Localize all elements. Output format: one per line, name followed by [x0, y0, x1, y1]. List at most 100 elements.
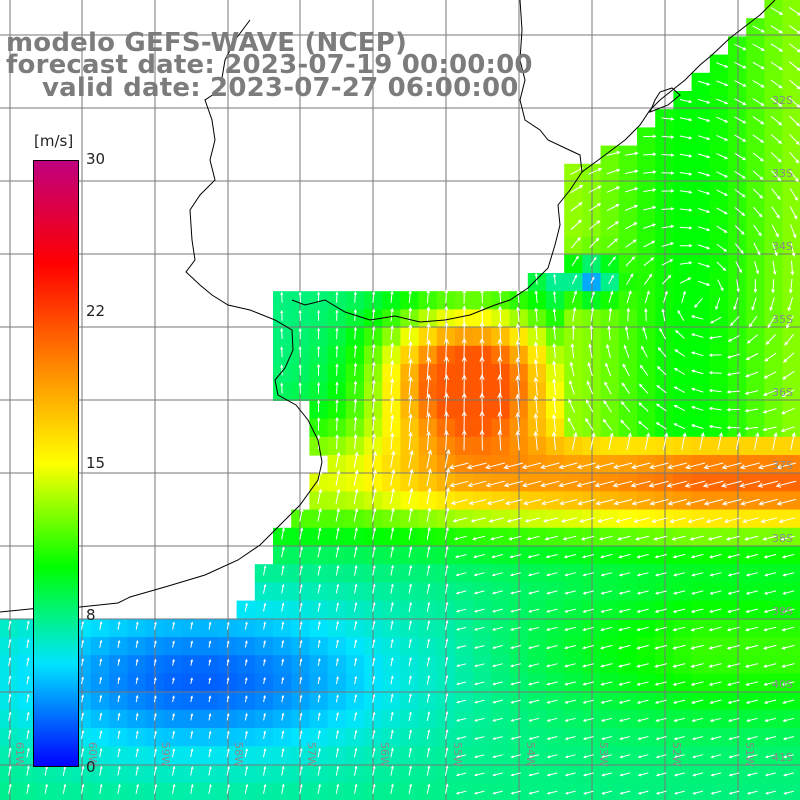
- wind-arrow: [135, 694, 139, 703]
- wind-arrow: [244, 765, 249, 776]
- wind-arrow: [408, 507, 413, 522]
- wind-arrow: [8, 675, 12, 685]
- wind-arrow: [594, 462, 614, 469]
- riverplate-coast: [291, 0, 583, 323]
- wind-arrow: [583, 790, 594, 795]
- wind-arrow: [8, 620, 12, 630]
- wind-arrow: [618, 663, 631, 668]
- wind-arrow: [280, 364, 284, 376]
- wind-arrow: [99, 639, 103, 648]
- wind-arrow: [697, 244, 711, 250]
- wind-arrow: [745, 553, 759, 559]
- wind-arrow: [426, 393, 432, 415]
- wind-arrow: [510, 608, 522, 613]
- wind-arrow: [317, 345, 321, 358]
- wind-arrow: [746, 790, 758, 795]
- wind-arrow: [473, 608, 485, 613]
- wind-arrow: [728, 772, 740, 777]
- wind-arrow: [691, 699, 704, 704]
- wind-arrow: [390, 377, 395, 396]
- wind-arrow: [624, 169, 639, 174]
- longitude-label: 58W: [232, 742, 245, 767]
- wind-arrow: [546, 590, 558, 595]
- wind-arrow: [643, 257, 655, 267]
- wind-arrow: [697, 98, 711, 104]
- wind-arrow: [770, 79, 783, 89]
- ocean-coast: [581, 0, 776, 173]
- wind-arrow: [461, 392, 467, 415]
- wind-arrow: [335, 602, 339, 612]
- wind-arrow: [669, 517, 687, 524]
- wind-arrow: [600, 626, 613, 632]
- wind-arrow: [26, 675, 30, 685]
- wind-arrow: [654, 626, 668, 632]
- wind-arrow: [581, 554, 595, 559]
- wind-arrow: [564, 772, 576, 777]
- wind-arrow: [317, 546, 322, 558]
- wind-arrow: [552, 396, 557, 414]
- wind-arrow: [624, 325, 629, 340]
- wind-arrow: [528, 754, 540, 759]
- wind-arrow: [317, 783, 321, 794]
- longitude-label: 55W: [451, 742, 464, 767]
- wind-arrow: [244, 712, 248, 721]
- wind-arrow: [600, 644, 613, 650]
- wind-arrow: [752, 98, 765, 107]
- wind-arrow: [734, 116, 747, 124]
- wind-arrow: [353, 527, 358, 540]
- wind-arrow: [335, 765, 340, 776]
- wind-arrow: [691, 387, 704, 393]
- longitude-label: 56W: [378, 742, 391, 767]
- wind-arrow: [679, 277, 692, 284]
- wind-arrow: [691, 351, 704, 357]
- wind-arrow: [153, 658, 157, 666]
- wind-arrow: [528, 699, 540, 704]
- wind-arrow: [753, 224, 762, 237]
- wind-arrow: [558, 480, 578, 488]
- wind-arrow: [762, 389, 777, 396]
- wind-arrow: [449, 480, 469, 488]
- wind-arrow: [135, 676, 139, 684]
- wind-arrow: [588, 343, 593, 359]
- wind-arrow: [426, 583, 431, 594]
- wind-arrow: [605, 362, 612, 377]
- wind-arrow: [663, 290, 668, 304]
- wind-arrow: [636, 553, 649, 559]
- wind-arrow: [390, 747, 394, 758]
- wind-arrow: [81, 676, 84, 685]
- wind-arrow: [654, 699, 667, 704]
- wind-arrow: [703, 462, 724, 470]
- wind-arrow: [552, 413, 557, 432]
- wind-arrow: [770, 43, 784, 52]
- wind-arrow: [335, 434, 339, 450]
- wind-arrow: [600, 590, 613, 595]
- wind-arrow: [317, 747, 321, 758]
- wind-arrow: [709, 590, 722, 595]
- wind-arrow: [335, 620, 339, 630]
- wind-arrow: [783, 772, 795, 777]
- wind-arrow: [691, 717, 704, 722]
- wind-arrow: [625, 222, 638, 230]
- wind-arrow: [752, 116, 765, 125]
- wind-arrow: [226, 640, 230, 648]
- wind-arrow: [618, 626, 631, 632]
- wind-arrow: [190, 713, 194, 721]
- wind-arrow: [528, 790, 540, 795]
- colorbar-tick-8: 8: [86, 606, 96, 624]
- wind-arrow: [299, 639, 303, 648]
- wind-arrow: [299, 602, 303, 612]
- wind-arrow: [153, 712, 157, 721]
- wind-arrow: [390, 601, 394, 612]
- wind-arrow: [590, 432, 596, 450]
- wind-arrow: [546, 699, 558, 704]
- wind-arrow: [426, 674, 430, 685]
- wind-arrow: [371, 433, 376, 450]
- wind-arrow: [353, 546, 358, 558]
- wind-arrow: [473, 790, 485, 795]
- wind-arrow: [153, 765, 158, 776]
- wind-arrow: [644, 273, 653, 285]
- wind-arrow: [752, 134, 765, 143]
- wind-arrow: [601, 754, 613, 759]
- wind-arrow: [492, 772, 503, 777]
- wind-arrow: [280, 328, 284, 340]
